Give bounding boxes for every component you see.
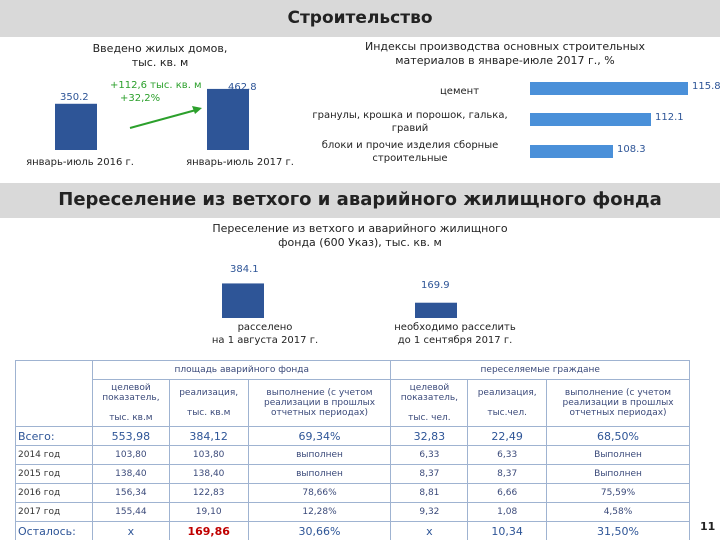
table-cell: Всего: [15,426,93,446]
table-cell: x [390,521,469,540]
bar [222,283,264,318]
value-label: 115.8 [692,81,720,92]
annotation: +32,2% [120,93,161,104]
table-cell: 553,98 [92,426,170,446]
chart-title: Введено жилых домов, тыс. кв. м [92,42,228,69]
table-cell: 138,40 [92,464,170,484]
table-cell: 30,66% [247,521,392,540]
table-cell: 2017 год [15,502,93,522]
table-cell: x [92,521,170,540]
table-cell: 103,80 [92,445,170,465]
table-cell: 8,37 [467,464,548,484]
table-cell: 384,12 [168,426,249,446]
table-cell: выполнен [247,445,392,465]
table-row: целевой показатель, тыс. кв.м реализация,… [16,379,690,427]
table-cell: переселяемые граждане [390,360,690,380]
page-number: 11 [700,520,716,533]
bar [415,302,457,318]
bar [55,103,97,150]
table-cell: 2014 год [15,445,93,465]
table-cell: 12,28% [247,502,392,522]
data-table: площадь аварийного фонда переселяемые гра… [15,360,690,540]
table-row: 2014 год 103,80 103,80 выполнен 6,33 6,33 Выпо… [15,445,690,465]
table-cell: Выполнен [546,464,690,484]
table-cell: 8,81 [390,483,469,503]
table-cell: 75,59% [546,483,690,503]
table-cell: 4,58% [546,502,690,522]
slide-title: Строительство [287,8,433,28]
bar [530,113,651,126]
table-cell: 156,34 [92,483,170,503]
table-cell: целевой показатель, тыс. чел. [390,379,469,427]
category-label: гранулы, крошка и порошок, галька, грави… [312,110,508,134]
table-cell: 31,50% [546,521,690,540]
table-row: площадь аварийного фонда переселяемые гра… [15,360,690,427]
table-cell: реализация, тыс.чел. [467,379,548,427]
table-cell: 6,33 [390,445,469,465]
table-cell: 10,34 [467,521,548,540]
table-cell: 1,08 [467,502,548,522]
table-cell: 6,66 [467,483,548,503]
table-cell: 122,83 [168,483,249,503]
table-cell: 2015 год [15,464,93,484]
arrow-head [192,106,202,114]
table-cell: выполнен [247,464,392,484]
chart-title: Индексы производства основных строительн… [364,40,646,67]
table-cell [15,360,93,427]
table-cell: 68,50% [546,426,690,446]
bar [530,82,688,95]
annotation: +112,6 тыс. кв. м [110,80,202,91]
table-cell: 32,83 [390,426,469,446]
table-cell: 19,10 [168,502,249,522]
table-cell: площадь аварийного фонда [91,360,392,380]
category-label: январь-июль 2017 г. [186,157,294,168]
table-cell: 155,44 [92,502,170,522]
table-cell: 103,80 [168,445,249,465]
table-cell: 2016 год [15,483,93,503]
table-row: 2015 год 138,40 138,40 выполнен 8,37 8,37 Выпо… [15,464,690,484]
table-cell: реализация, тыс. кв.м [168,379,249,427]
category-label: январь-июль 2016 г. [26,157,134,168]
value-label: 384.1 [230,264,259,275]
value-label: 350.2 [60,92,89,103]
chart-title: Переселение из ветхого и аварийного жили… [212,222,508,249]
table-cell: 6,33 [467,445,548,465]
category-label: цемент [440,86,480,97]
category-label: блоки и прочие изделия сборные строитель… [321,140,499,164]
category-label: расселено на 1 августа 2017 г. [211,322,319,346]
table-cell: 22,49 [467,426,548,446]
growth-arrow [129,109,197,129]
section-title: Переселение из ветхого и аварийного жили… [58,189,662,210]
table-cell: целевой показатель, тыс. кв.м [92,379,170,427]
table-cell: 9,32 [390,502,469,522]
value-label: 108.3 [617,144,646,155]
table-cell: 8,37 [390,464,469,484]
table-cell: Выполнен [546,445,690,465]
table-cell: 69,34% [247,426,392,446]
category-label: необходимо расселить до 1 сентября 2017 … [394,322,516,346]
bar [207,88,249,150]
value-label: 462.8 [228,82,257,93]
table-cell: 138,40 [168,464,249,484]
table-row: Всего: 553,98 384,12 69,34% 32,83 22,49 68,50% [15,426,690,446]
table-row: 2017 год 155,44 19,10 12,28% 9,32 1,08 4,58% [15,502,690,522]
table-cell: выполнение (с учетом реализации в прошлы… [247,379,392,427]
section-band [0,183,720,218]
table-cell: Осталось: [15,521,93,540]
table-cell: 78,66% [247,483,392,503]
table-row: Осталось: x 169,86 30,66% x 10,34 31,50% [15,521,690,540]
value-label: 169.9 [421,280,450,291]
table-cell: 169,86 [168,521,249,540]
table-cell: выполнение (с учетом реализации в прошлы… [546,379,690,427]
value-label: 112.1 [655,112,684,123]
table-row: 2016 год 156,34 122,83 78,66% 8,81 6,66 75,59% [15,483,690,503]
title-band [0,0,720,37]
bar [530,145,613,158]
